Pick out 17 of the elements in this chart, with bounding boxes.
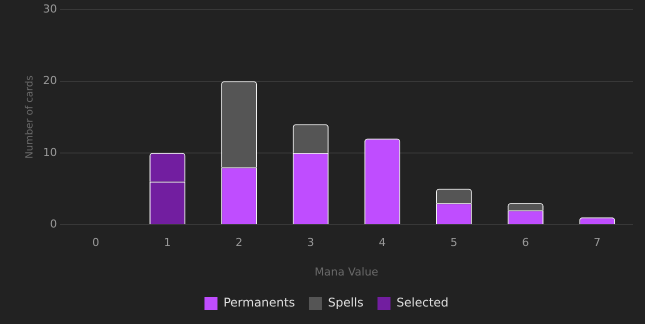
legend-label: Permanents <box>223 296 295 310</box>
x-tick-label: 7 <box>594 236 601 250</box>
legend-label: Spells <box>328 296 364 310</box>
x-tick-label: 6 <box>522 236 530 250</box>
y-tick-label: 30 <box>42 2 57 16</box>
x-tick-label: 5 <box>450 236 458 250</box>
x-tick-label: 3 <box>307 236 314 250</box>
x-tick-label: 2 <box>236 236 243 250</box>
y-tick-label: 10 <box>42 146 57 159</box>
x-tick-label: 4 <box>378 236 386 250</box>
y-tick-label: 0 <box>50 217 57 230</box>
legend-label: Selected <box>396 296 449 310</box>
y-axis-title: Number of cards <box>24 75 36 159</box>
x-tick-label: 1 <box>164 236 171 250</box>
x-axis-title: Mana Value <box>314 265 379 278</box>
x-tick-label: 0 <box>92 236 100 250</box>
y-tick-label: 20 <box>42 74 57 88</box>
